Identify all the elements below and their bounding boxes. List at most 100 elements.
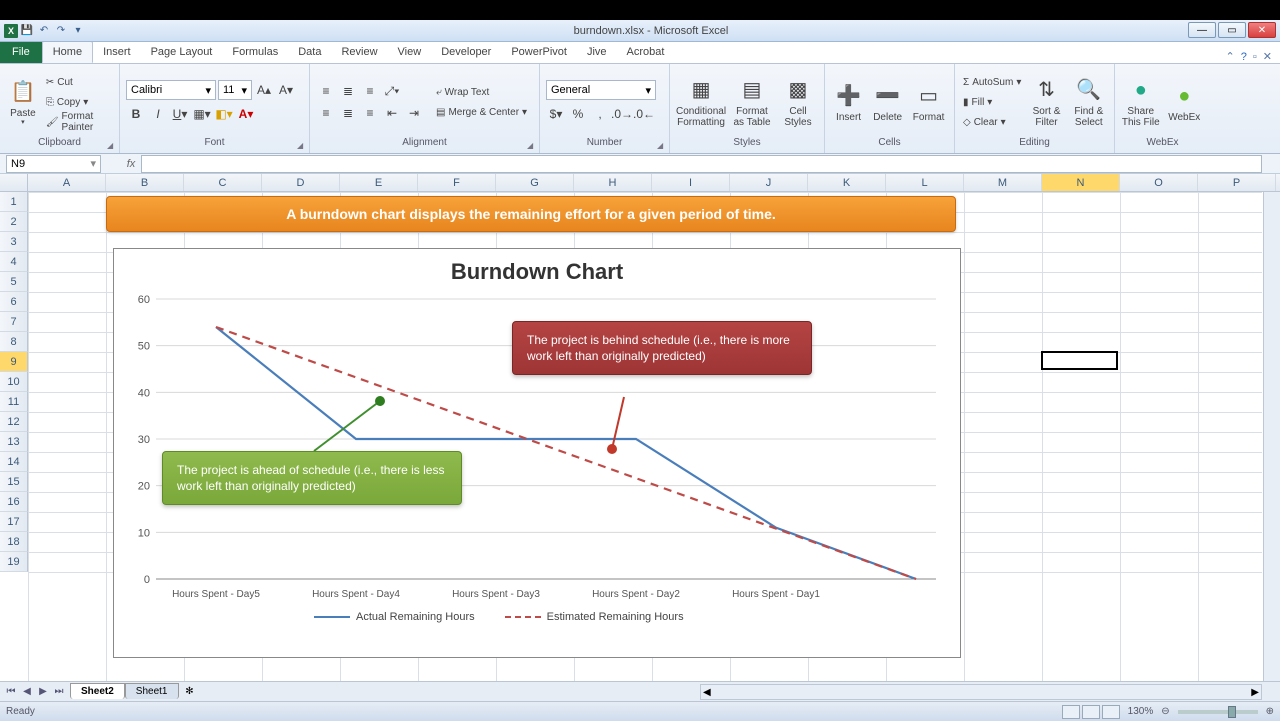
close-button[interactable]: ✕ <box>1248 22 1276 38</box>
page-layout-view-button[interactable] <box>1082 705 1100 719</box>
column-header[interactable]: O <box>1120 174 1198 191</box>
column-header[interactable]: J <box>730 174 808 191</box>
tab-page-layout[interactable]: Page Layout <box>141 41 223 63</box>
column-header[interactable]: M <box>964 174 1042 191</box>
vertical-scrollbar[interactable] <box>1263 192 1280 681</box>
row-header[interactable]: 17 <box>0 512 28 532</box>
bold-button[interactable]: B <box>126 104 146 124</box>
qat-dropdown-icon[interactable]: ▾ <box>71 23 85 37</box>
font-color-button[interactable]: A▾ <box>236 104 256 124</box>
sort-filter-button[interactable]: ⇅Sort & Filter <box>1027 67 1065 137</box>
row-header[interactable]: 8 <box>0 332 28 352</box>
row-header[interactable]: 15 <box>0 472 28 492</box>
sheet-nav-next-icon[interactable]: ▶ <box>36 685 50 699</box>
zoom-slider[interactable] <box>1178 710 1258 714</box>
column-header[interactable]: E <box>340 174 418 191</box>
sheet-tab[interactable]: Sheet1 <box>125 683 179 699</box>
row-header[interactable]: 13 <box>0 432 28 452</box>
fill-button[interactable]: ▮ Fill ▾ <box>961 93 1023 111</box>
cut-button[interactable]: ✂ Cut <box>44 73 113 91</box>
close-workbook-icon[interactable]: ✕ <box>1263 50 1272 63</box>
row-header[interactable]: 3 <box>0 232 28 252</box>
save-icon[interactable]: 💾 <box>20 23 34 37</box>
comma-button[interactable]: , <box>590 104 610 124</box>
decrease-indent-button[interactable]: ⇤ <box>382 103 402 123</box>
wrap-text-button[interactable]: ⤶ Wrap Text <box>434 83 529 101</box>
active-cell[interactable] <box>1041 351 1118 370</box>
paste-button[interactable]: 📋Paste▾ <box>6 67 40 137</box>
percent-button[interactable]: % <box>568 104 588 124</box>
number-format-select[interactable]: General▾ <box>546 80 656 100</box>
sheet-tab[interactable]: Sheet2 <box>70 683 125 699</box>
italic-button[interactable]: I <box>148 104 168 124</box>
worksheet-grid[interactable]: ABCDEFGHIJKLMNOP 12345678910111213141516… <box>0 174 1280 681</box>
merge-center-button[interactable]: ▤ Merge & Center ▾ <box>434 103 529 121</box>
currency-button[interactable]: $▾ <box>546 104 566 124</box>
row-header[interactable]: 18 <box>0 532 28 552</box>
align-center-button[interactable]: ≣ <box>338 103 358 123</box>
sheet-nav-first-icon[interactable]: ⏮ <box>4 685 18 699</box>
column-header[interactable]: L <box>886 174 964 191</box>
horizontal-scrollbar[interactable]: ◀▶ <box>700 684 1262 700</box>
minimize-button[interactable]: — <box>1188 22 1216 38</box>
formula-bar[interactable] <box>141 155 1262 173</box>
restore-workbook-icon[interactable]: ▫ <box>1253 51 1257 63</box>
increase-indent-button[interactable]: ⇥ <box>404 103 424 123</box>
fx-icon[interactable]: fx <box>121 158 141 170</box>
tab-developer[interactable]: Developer <box>431 41 501 63</box>
format-cells-button[interactable]: ▭Format <box>909 67 948 137</box>
column-header[interactable]: K <box>808 174 886 191</box>
conditional-formatting-button[interactable]: ▦Conditional Formatting <box>676 67 726 137</box>
grow-font-button[interactable]: A▴ <box>254 80 274 100</box>
font-name-select[interactable]: Calibri▾ <box>126 80 216 100</box>
sheet-nav-prev-icon[interactable]: ◀ <box>20 685 34 699</box>
undo-icon[interactable]: ↶ <box>37 23 51 37</box>
tab-home[interactable]: Home <box>42 41 93 63</box>
orientation-button[interactable]: ⤢▾ <box>382 81 402 101</box>
tab-jive[interactable]: Jive <box>577 41 617 63</box>
row-header[interactable]: 1 <box>0 192 28 212</box>
insert-cells-button[interactable]: ➕Insert <box>831 67 866 137</box>
tab-formulas[interactable]: Formulas <box>222 41 288 63</box>
alignment-launcher-icon[interactable]: ◢ <box>527 141 537 151</box>
tab-file[interactable]: File <box>0 41 42 63</box>
delete-cells-button[interactable]: ➖Delete <box>870 67 905 137</box>
row-header[interactable]: 19 <box>0 552 28 572</box>
column-header[interactable]: F <box>418 174 496 191</box>
format-as-table-button[interactable]: ▤Format as Table <box>730 67 774 137</box>
font-size-select[interactable]: 11▾ <box>218 80 252 100</box>
column-header[interactable]: P <box>1198 174 1276 191</box>
tab-acrobat[interactable]: Acrobat <box>617 41 675 63</box>
maximize-button[interactable]: ▭ <box>1218 22 1246 38</box>
webex-button[interactable]: ●WebEx <box>1165 67 1205 137</box>
row-header[interactable]: 2 <box>0 212 28 232</box>
column-header[interactable]: D <box>262 174 340 191</box>
burndown-chart[interactable]: Burndown Chart0102030405060Hours Spent -… <box>113 248 961 658</box>
column-header[interactable]: N <box>1042 174 1120 191</box>
increase-decimal-button[interactable]: .0→ <box>612 104 632 124</box>
column-header[interactable]: C <box>184 174 262 191</box>
zoom-in-button[interactable]: ⊕ <box>1266 706 1274 717</box>
clear-button[interactable]: ◇ Clear ▾ <box>961 113 1023 131</box>
font-launcher-icon[interactable]: ◢ <box>297 141 307 151</box>
row-header[interactable]: 12 <box>0 412 28 432</box>
row-header[interactable]: 11 <box>0 392 28 412</box>
row-header[interactable]: 16 <box>0 492 28 512</box>
column-header[interactable]: H <box>574 174 652 191</box>
row-header[interactable]: 6 <box>0 292 28 312</box>
align-bottom-button[interactable]: ≡ <box>360 81 380 101</box>
page-break-view-button[interactable] <box>1102 705 1120 719</box>
align-left-button[interactable]: ≡ <box>316 103 336 123</box>
row-header[interactable]: 7 <box>0 312 28 332</box>
row-header[interactable]: 14 <box>0 452 28 472</box>
tab-insert[interactable]: Insert <box>93 41 141 63</box>
row-header[interactable]: 9 <box>0 352 28 372</box>
row-header[interactable]: 4 <box>0 252 28 272</box>
column-header[interactable]: A <box>28 174 106 191</box>
find-select-button[interactable]: 🔍Find & Select <box>1070 67 1108 137</box>
tab-powerpivot[interactable]: PowerPivot <box>501 41 577 63</box>
number-launcher-icon[interactable]: ◢ <box>657 141 667 151</box>
shrink-font-button[interactable]: A▾ <box>276 80 296 100</box>
copy-button[interactable]: ⎘ Copy ▾ <box>44 93 113 111</box>
column-header[interactable]: B <box>106 174 184 191</box>
